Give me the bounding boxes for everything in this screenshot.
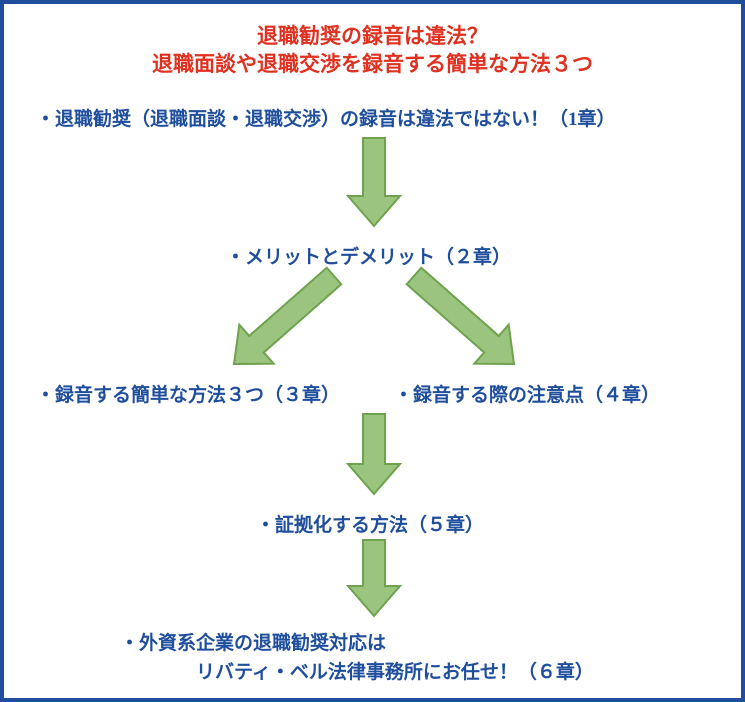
node-ch5: ・証拠化する方法（５章） xyxy=(256,510,484,537)
title-line-1: 退職勧奨の録音は違法？ xyxy=(4,22,741,50)
diagram-frame: 退職勧奨の録音は違法？ 退職面談や退職交渉を録音する簡単な方法３つ ・退職勧奨（… xyxy=(0,0,745,702)
diagram-title: 退職勧奨の録音は違法？ 退職面談や退職交渉を録音する簡単な方法３つ xyxy=(4,22,741,79)
arrow-a2 xyxy=(334,276,335,277)
node-ch3: ・録音する簡単な方法３つ（３章） xyxy=(36,380,340,407)
arrow-a5 xyxy=(374,540,375,541)
node-ch6: ・外資系企業の退職勧奨対応は リバティ・ベル法律事務所にお任せ！（６章） xyxy=(120,630,594,687)
node-ch4: ・録音する際の注意点（４章） xyxy=(394,380,660,407)
title-line-2: 退職面談や退職交渉を録音する簡単な方法３つ xyxy=(4,50,741,78)
node-ch2: ・メリットとデメリット（２章） xyxy=(226,242,511,269)
node-ch1: ・退職勧奨（退職面談・退職交渉）の録音は違法ではない！（1章） xyxy=(36,104,616,131)
arrow-a4 xyxy=(374,414,375,415)
arrow-a1 xyxy=(374,138,375,139)
arrow-a3 xyxy=(414,276,415,277)
